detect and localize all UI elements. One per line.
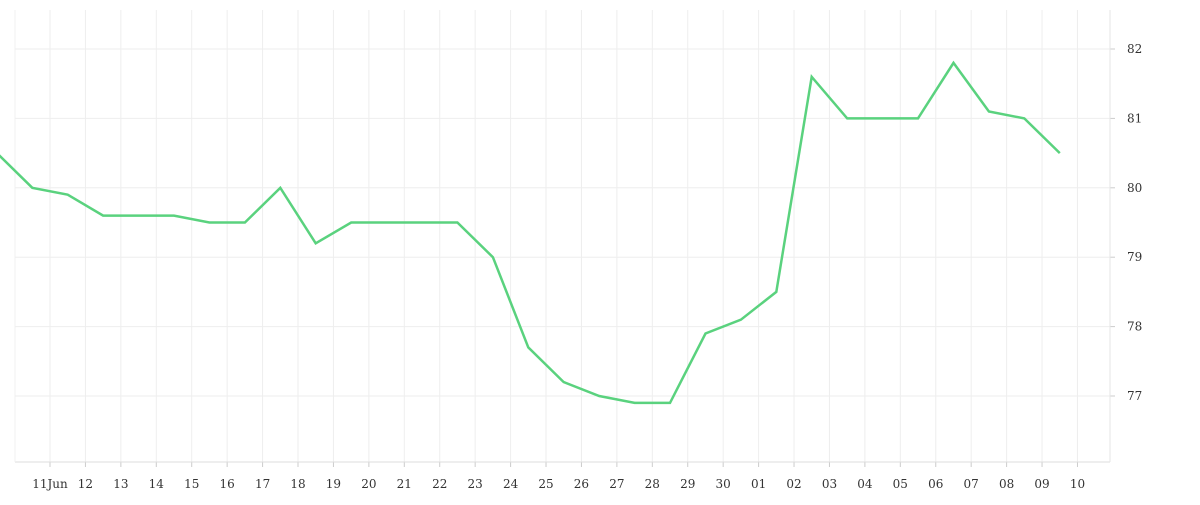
- x-tick-label: 01: [751, 477, 766, 491]
- x-tick-label: 21: [397, 477, 412, 491]
- y-tick-label: 80: [1127, 181, 1142, 195]
- axis-layer: 11Jun 12 13 14 15 16 17 18 19 20 21 22 23 24 25 26 27 28 2…: [14, 10, 1142, 491]
- x-tick-label: 20: [361, 477, 376, 491]
- grid-layer: [15, 10, 1110, 462]
- y-tick-label: 77: [1127, 389, 1142, 403]
- x-tick-label: 13: [113, 477, 128, 491]
- x-tick-label: 18: [290, 477, 305, 491]
- x-tick-label: 15: [184, 477, 199, 491]
- x-tick-label: 30: [716, 477, 731, 491]
- x-tick-label: 17: [255, 477, 270, 491]
- x-tick-label: 06: [928, 477, 943, 491]
- y-tick-label: 82: [1127, 42, 1142, 56]
- x-tick-label: 10: [1070, 477, 1085, 491]
- y-tick-label: 78: [1127, 320, 1142, 334]
- x-tick-label: 11Jun: [32, 477, 68, 491]
- x-tick-label: 04: [857, 477, 873, 491]
- x-tick-label: 03: [822, 477, 837, 491]
- x-tick-label: 02: [786, 477, 801, 491]
- x-tick-label: 12: [78, 477, 93, 491]
- x-tick-label: 24: [503, 477, 519, 491]
- x-tick-label: 08: [999, 477, 1014, 491]
- x-tick-label: 25: [538, 477, 553, 491]
- x-tick-label: 22: [432, 477, 447, 491]
- x-tick-label: 29: [680, 477, 695, 491]
- x-tick-label: 16: [220, 477, 235, 491]
- y-tick-label: 79: [1127, 250, 1142, 264]
- x-tick-label: 26: [574, 477, 589, 491]
- x-tick-label: 09: [1034, 477, 1049, 491]
- line-layer: [0, 60, 1061, 405]
- x-tick-label: 19: [326, 477, 341, 491]
- x-tick-label: 27: [609, 477, 624, 491]
- x-tick-label: 05: [893, 477, 908, 491]
- y-tick-label: 81: [1127, 111, 1142, 125]
- x-tick-label: 14: [149, 477, 165, 491]
- x-tick-label: 07: [964, 477, 979, 491]
- x-tick-label: 23: [468, 477, 483, 491]
- series-line: [0, 60, 1061, 405]
- x-tick-label: 28: [645, 477, 660, 491]
